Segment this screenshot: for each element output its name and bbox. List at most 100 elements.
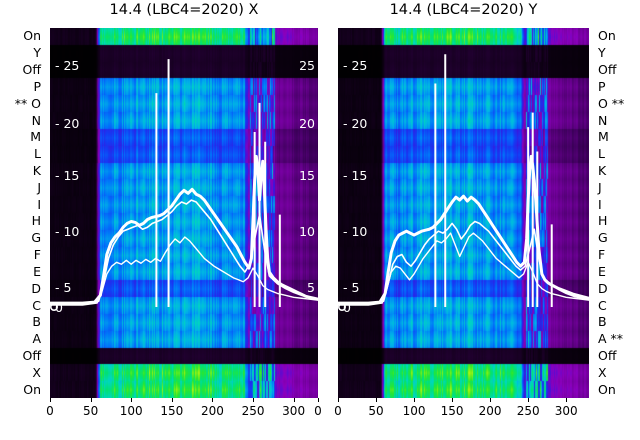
xtick-y-mark-5 bbox=[528, 398, 530, 402]
left-category-label-4: ** O bbox=[14, 95, 41, 111]
x-axis-panel-y: 0 50 100 150 200 250 300 bbox=[334, 398, 589, 438]
inner-ytick-right-25: 25 bbox=[299, 58, 315, 73]
left-category-axis: On Y Off P ** O N M L K J I H G F E D C B A Off X On bbox=[0, 28, 46, 398]
right-category-label-1: Y bbox=[598, 45, 606, 61]
xtick-x-mark-0 bbox=[50, 398, 51, 402]
right-category-axis: On Y Off P O ** N M L K J I H G F E D C B A ** Off X On bbox=[593, 28, 640, 398]
inner-ytick-right-15: 15 bbox=[299, 168, 315, 183]
heatmap-image-x bbox=[50, 28, 318, 398]
xtick-x-0: 0 bbox=[46, 404, 54, 418]
xtick-y-mark-0 bbox=[338, 398, 339, 402]
origin-marker bbox=[50, 303, 58, 311]
xtick-y-5: 250 bbox=[516, 404, 540, 418]
left-category-label-20: X bbox=[32, 364, 41, 380]
right-category-label-21: On bbox=[598, 381, 616, 397]
xtick-x-5: 250 bbox=[241, 404, 265, 418]
right-category-label-14: E bbox=[598, 263, 606, 279]
xtick-x-mark-2 bbox=[131, 398, 133, 402]
xtick-y-mark-3 bbox=[452, 398, 454, 402]
right-category-label-13: F bbox=[598, 247, 606, 263]
panel-title-x: 14.4 (LBC4=2020) X bbox=[109, 2, 259, 18]
heatmap-panel-y[interactable]: - 25 - 20 - 15 - 10 - 5 0 bbox=[338, 28, 589, 398]
right-category-label-3: P bbox=[598, 78, 606, 94]
trace-thin bbox=[338, 232, 589, 306]
xtick-y-3: 150 bbox=[440, 404, 464, 418]
xtick-y-0: 0 bbox=[334, 404, 342, 418]
heatmap-panel-x[interactable]: - 25 - 20 - 15 - 10 - 5 0 25 20 15 10 5 bbox=[50, 28, 318, 398]
inner-ytick-y-5: - 5 bbox=[343, 280, 360, 295]
inner-ytick-y-25: - 25 bbox=[343, 58, 368, 73]
xtick-x-4: 200 bbox=[200, 404, 224, 418]
left-category-label-19: Off bbox=[22, 347, 41, 363]
left-category-label-2: Off bbox=[22, 62, 41, 78]
xtick-y-1: 50 bbox=[368, 404, 384, 418]
xtick-y-mark-4 bbox=[490, 398, 492, 402]
left-category-label-18: A bbox=[32, 331, 41, 347]
left-category-label-10: I bbox=[37, 196, 41, 212]
left-category-label-8: K bbox=[32, 162, 41, 178]
right-category-label-7: L bbox=[598, 146, 605, 162]
xtick-x-mark-3 bbox=[171, 398, 173, 402]
right-category-label-8: K bbox=[598, 162, 607, 178]
left-category-label-14: E bbox=[33, 263, 41, 279]
line-overlay-y bbox=[338, 54, 589, 311]
left-category-label-9: J bbox=[37, 179, 41, 195]
panel-title-y: 14.4 (LBC4=2020) Y bbox=[389, 2, 538, 18]
xtick-x-mark-6 bbox=[293, 398, 295, 402]
xtick-y-mark-2 bbox=[414, 398, 416, 402]
xtick-y-mark-1 bbox=[376, 398, 378, 402]
inner-ytick-0: 0 bbox=[55, 300, 63, 315]
xtick-x-6: 300 bbox=[282, 404, 306, 418]
heatmap-image-y bbox=[338, 28, 589, 398]
inner-ytick-y-0: 0 bbox=[343, 300, 351, 315]
trace-thick bbox=[338, 154, 589, 305]
inner-ytick-y-20: - 20 bbox=[343, 116, 368, 131]
inner-ytick-15: - 15 bbox=[55, 168, 80, 183]
right-category-label-2: Off bbox=[598, 62, 617, 78]
left-category-label-6: M bbox=[30, 129, 41, 145]
right-category-label-16: C bbox=[598, 297, 607, 313]
right-category-label-15: D bbox=[598, 280, 608, 296]
trace-thick bbox=[50, 154, 318, 305]
left-category-label-3: P bbox=[33, 78, 41, 94]
xtick-x-1: 50 bbox=[82, 404, 99, 418]
left-category-label-17: B bbox=[32, 314, 41, 330]
right-category-label-12: G bbox=[598, 230, 608, 246]
inner-ytick-25: - 25 bbox=[55, 58, 80, 73]
right-category-label-18: A ** bbox=[598, 331, 624, 347]
left-category-label-16: C bbox=[32, 297, 41, 313]
xtick-y-4: 200 bbox=[478, 404, 502, 418]
right-category-label-6: M bbox=[598, 129, 609, 145]
right-category-label-17: B bbox=[598, 314, 607, 330]
xtick-x-mark-5 bbox=[253, 398, 255, 402]
inner-ytick-10: - 10 bbox=[55, 224, 80, 239]
xtick-y-2: 100 bbox=[402, 404, 426, 418]
right-category-label-11: H bbox=[598, 213, 608, 229]
trace-mid bbox=[338, 220, 589, 305]
inner-ytick-y-10: - 10 bbox=[343, 224, 368, 239]
left-category-label-13: F bbox=[33, 247, 41, 263]
right-category-label-5: N bbox=[598, 112, 608, 128]
left-category-label-5: N bbox=[31, 112, 41, 128]
right-category-label-4: O ** bbox=[598, 95, 625, 111]
xtick-x-mark-4 bbox=[212, 398, 214, 402]
left-category-label-7: L bbox=[34, 146, 41, 162]
left-category-label-21: On bbox=[23, 381, 41, 397]
xtick-x-7: 0 bbox=[314, 404, 322, 418]
inner-ytick-right-5: 5 bbox=[307, 280, 315, 295]
left-category-label-15: D bbox=[31, 280, 41, 296]
inner-ytick-y-15: - 15 bbox=[343, 168, 368, 183]
x-axis-panel-x: 0 50 100 150 200 250 300 0 bbox=[46, 398, 322, 438]
right-category-label-19: Off bbox=[598, 347, 617, 363]
left-category-label-11: H bbox=[31, 213, 41, 229]
origin-marker bbox=[338, 303, 346, 311]
left-category-label-12: G bbox=[31, 230, 41, 246]
line-overlay-x bbox=[50, 59, 318, 311]
left-category-label-1: Y bbox=[33, 45, 41, 61]
trace-thin bbox=[50, 236, 318, 306]
left-category-label-0: On bbox=[23, 28, 41, 44]
inner-ytick-20: - 20 bbox=[55, 116, 80, 131]
xtick-y-6: 300 bbox=[554, 404, 578, 418]
xtick-x-mark-1 bbox=[90, 398, 92, 402]
